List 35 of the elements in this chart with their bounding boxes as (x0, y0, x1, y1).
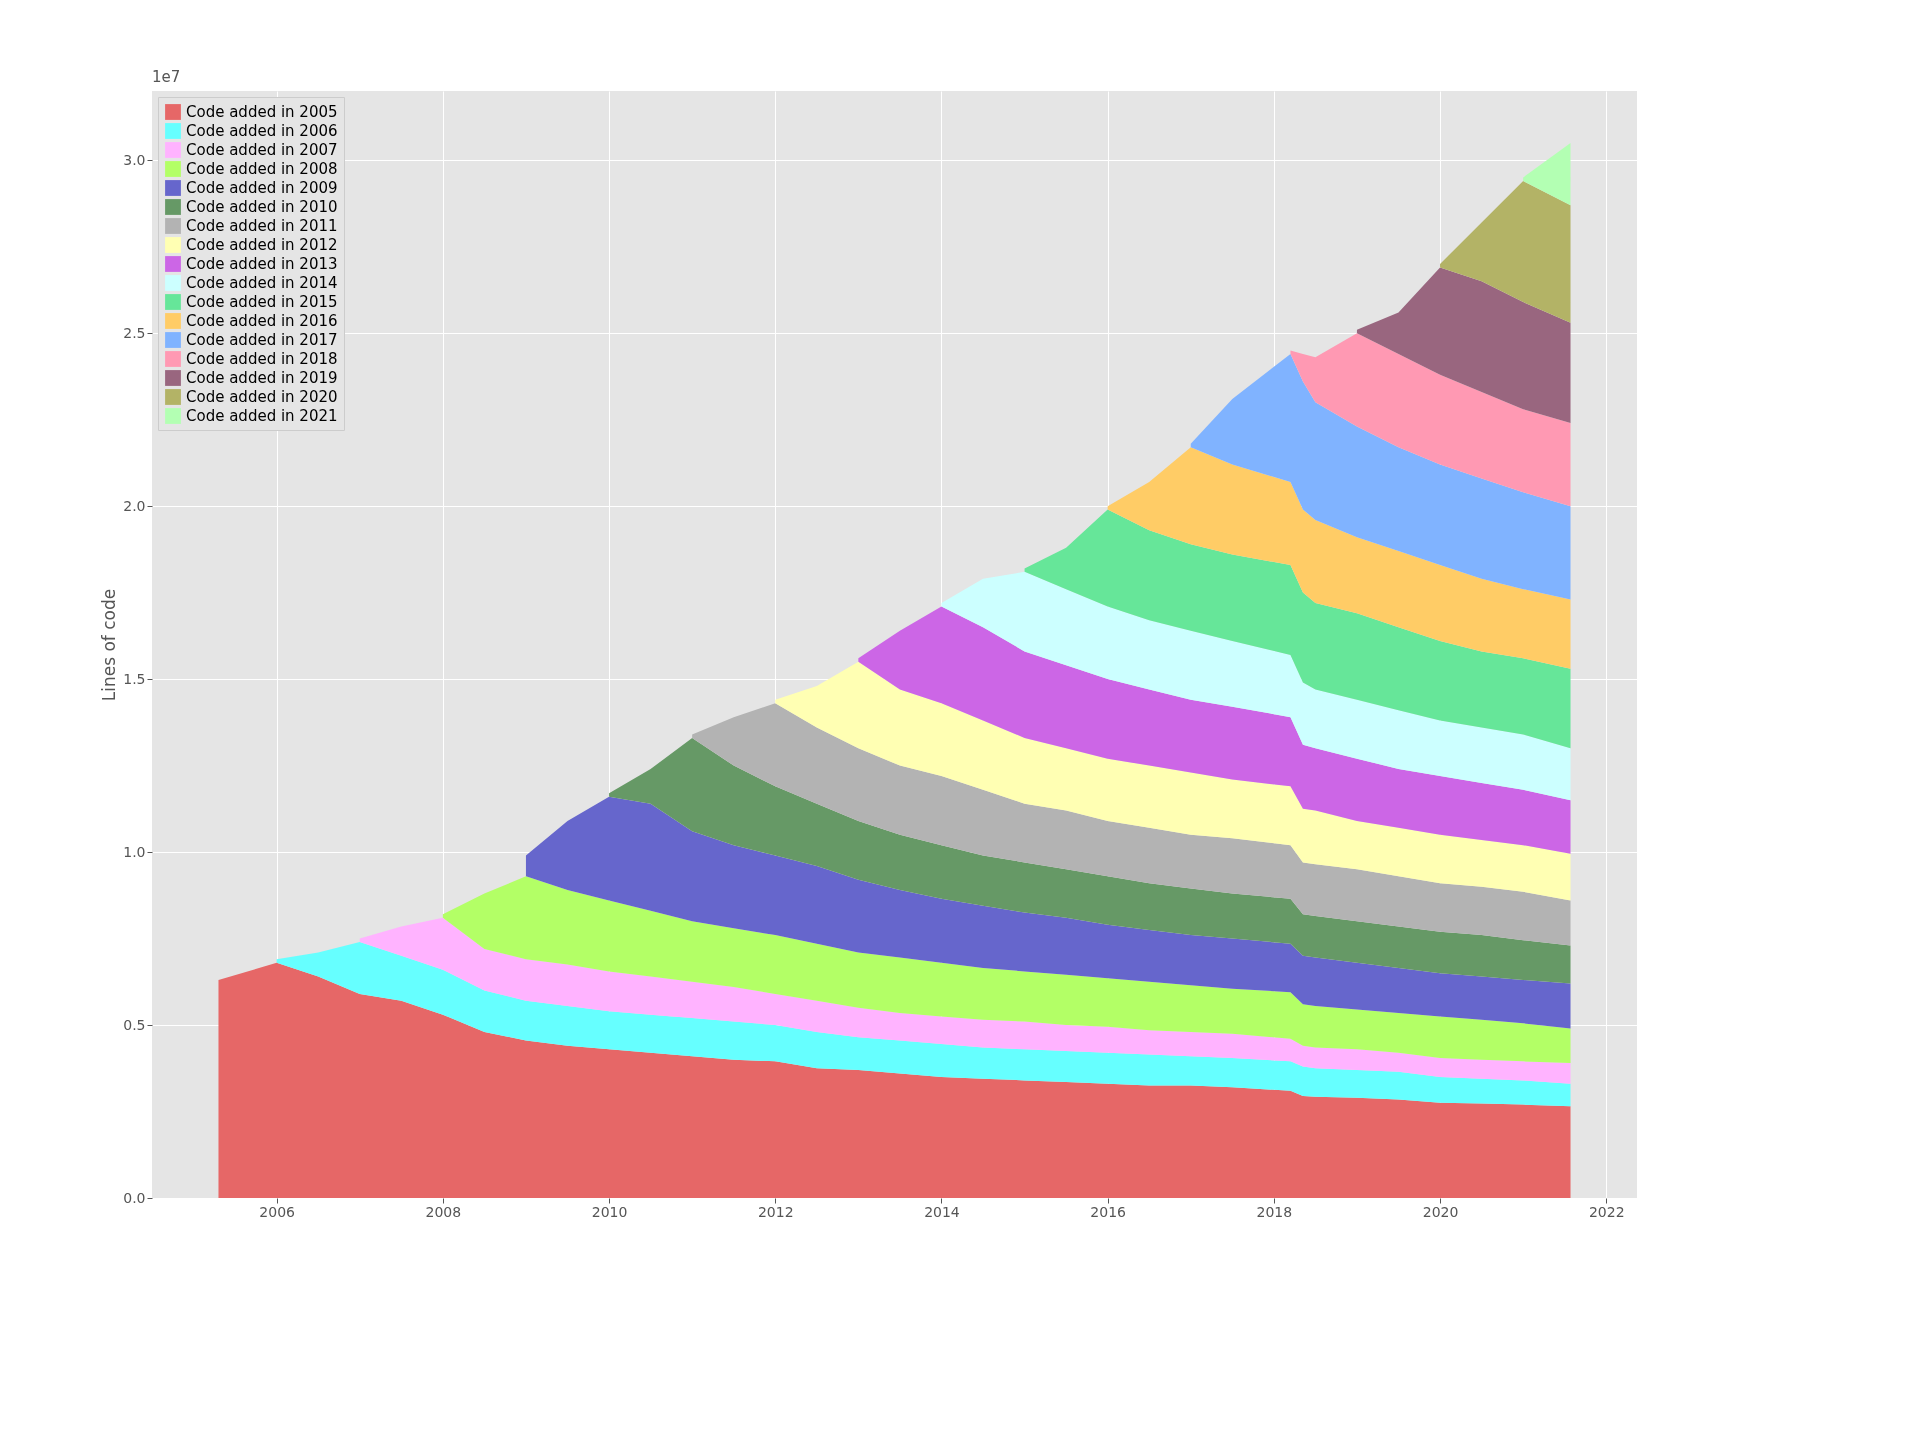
text: 1e7 (152, 68, 181, 86)
legend-label: Code added in 2014 (186, 274, 338, 292)
x-tick-label: 2016 (1090, 1203, 1127, 1220)
x-tick-label: 2008 (425, 1203, 462, 1220)
legend-label: Code added in 2011 (186, 217, 338, 235)
legend-label: Code added in 2016 (186, 312, 338, 330)
y-axis-title: Lines of code (99, 588, 120, 702)
y-tick-label: 0.0 (123, 1189, 146, 1206)
y-tick-label: 2.5 (123, 324, 146, 341)
legend-label: Code added in 2009 (186, 179, 338, 197)
legend-label: Code added in 2021 (186, 407, 338, 425)
legend-label: Code added in 2013 (186, 255, 338, 273)
legend-label: Code added in 2018 (186, 350, 338, 368)
x-tick-label: 2022 (1588, 1203, 1625, 1220)
legend-label: Code added in 2010 (186, 198, 338, 216)
y-tick-label: 3.0 (123, 151, 146, 168)
y-tick-label: 2.0 (123, 497, 146, 514)
legend-label: Code added in 2006 (186, 122, 338, 140)
x-tick-label: 2010 (591, 1203, 628, 1220)
legend-label: Code added in 2007 (186, 141, 338, 159)
y-tick-label: 1.5 (123, 670, 146, 687)
legend-label: Code added in 2019 (186, 369, 338, 387)
legend-label: Code added in 2008 (186, 160, 338, 178)
x-tick-label: 2006 (259, 1203, 296, 1220)
x-tick-label: 2020 (1422, 1203, 1459, 1220)
legend-label: Code added in 2012 (186, 236, 338, 254)
legend-label: Code added in 2005 (186, 103, 338, 121)
x-tick-label: 2012 (757, 1203, 794, 1220)
legend-label: Code added in 2017 (186, 331, 338, 349)
y-tick-label: 1.0 (123, 843, 146, 860)
x-tick-label: 2014 (924, 1203, 960, 1220)
legend-label: Code added in 2015 (186, 293, 338, 311)
y-tick-label: 0.5 (123, 1016, 146, 1033)
legend-label: Code added in 2020 (186, 388, 338, 406)
x-tick-label: 2018 (1256, 1203, 1293, 1220)
